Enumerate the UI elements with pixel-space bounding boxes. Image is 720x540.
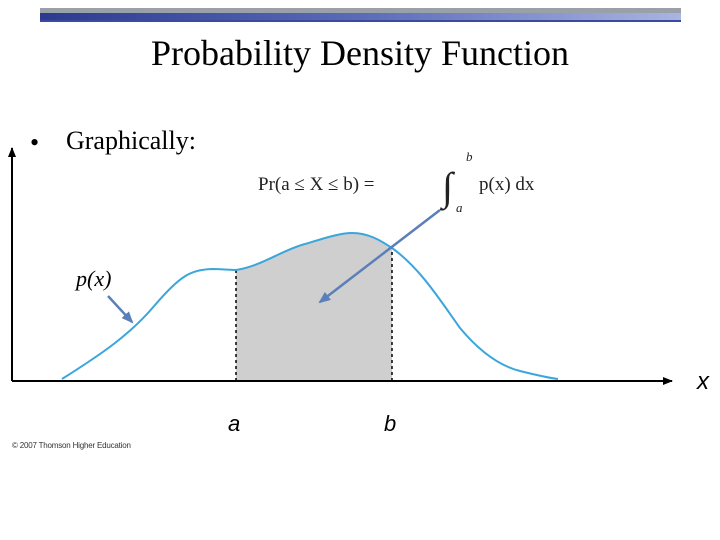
probability-formula: Pr(a ≤ X ≤ b) = ∫ b a p(x) dx: [258, 149, 535, 215]
formula-lower-limit: a: [456, 200, 463, 215]
bullet-text: Graphically:: [66, 126, 196, 155]
integral-sign: ∫: [439, 164, 456, 211]
formula-lhs: Pr(a ≤ X ≤ b) =: [258, 174, 375, 195]
formula-integrand: p(x) dx: [479, 174, 535, 195]
x-axis-label: x: [696, 368, 710, 395]
formula-arrow: [318, 209, 441, 304]
copyright-credit: © 2007 Thomson Higher Education: [12, 441, 131, 450]
density-curve: [61, 231, 559, 380]
bound-b-label: b: [384, 411, 396, 436]
formula-upper-limit: b: [466, 149, 473, 164]
slide-title: Probability Density Function: [151, 33, 569, 73]
curve-label: p(x): [74, 266, 111, 291]
title-decoration-bar: [40, 8, 681, 22]
bullet-marker: •: [30, 128, 40, 157]
curve-label-arrow: [107, 295, 134, 324]
shaded-probability-area: [236, 233, 392, 381]
bound-a-label: a: [228, 411, 240, 436]
